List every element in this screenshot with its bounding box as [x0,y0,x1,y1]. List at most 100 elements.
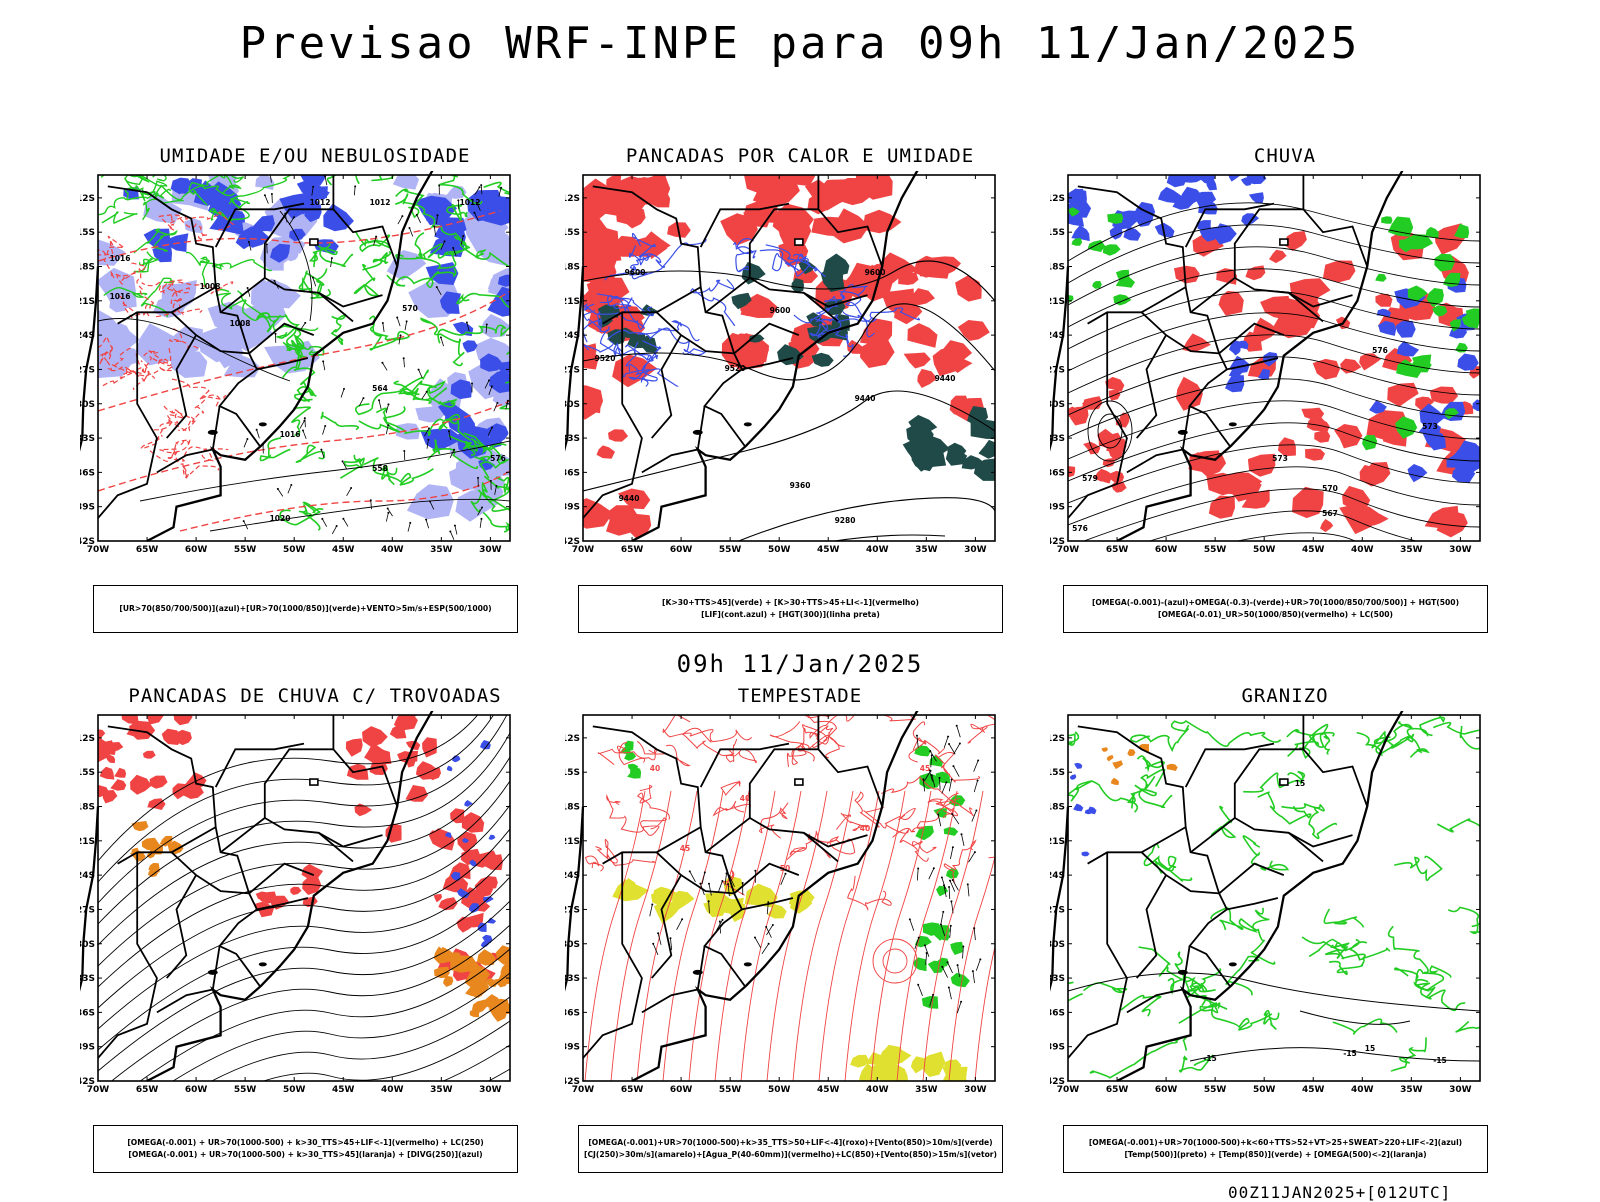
wind-vector-head [449,530,451,532]
thunderstorm-area [405,785,428,802]
lat-label: 33S [565,434,580,444]
wind-vector-head [500,187,502,189]
humidity-low-contour [507,342,550,357]
lat-label: 24S [80,871,95,881]
omega-500-area [1112,760,1123,769]
contour-label: 1012 [310,198,331,207]
legend-line: [OMEGA(-0.001)+UR>70(1000-500)+k>35_TTS>… [588,1137,992,1149]
panel-legend: [OMEGA(-0.001)+UR>70(1000-500)+k<60+TTS>… [1063,1125,1488,1173]
wind-vector-head [436,214,438,216]
wind-vector-head [948,886,950,888]
wind-vector-head [462,235,464,237]
contour-label: 558 [372,464,388,473]
rain-area [1313,359,1340,380]
contour-label: 9360 [790,481,811,490]
wind-vector-head [401,215,403,217]
lon-label: 35W [1400,1085,1423,1095]
wind-vector-head [932,994,934,996]
wind-vector-head [426,391,428,393]
wind-vector-head [948,986,950,988]
wind-vector [951,901,953,913]
lon-label: 70W [1057,1085,1080,1095]
wind-vector-head [952,765,954,767]
lon-label: 30W [1449,545,1472,555]
lat-label: 18S [80,803,95,813]
lon-label: 30W [479,545,502,555]
rain-area [1292,487,1324,518]
wind-vector-head [708,883,710,885]
wind-vector-head [486,324,488,326]
rain-area [1320,519,1333,532]
lon-label: 55W [719,545,742,555]
lon-label: 40W [381,545,404,555]
state-border [1137,335,1166,438]
lat-label: 18S [1050,803,1065,813]
lon-label: 35W [915,545,938,555]
lon-label: 45W [817,1085,840,1095]
wind-vector [942,782,947,793]
wind-vector-head [967,883,969,885]
wind-vector-head [409,522,411,524]
precipitable-water-contour [760,803,788,838]
lifted-index-contour [691,279,735,325]
wind-vector-head [381,362,383,364]
lat-label: 15S [565,228,580,238]
wind-vector-head [378,399,380,401]
lat-label: 39S [565,503,580,513]
wind-vector [434,226,435,235]
shower-area [434,967,450,978]
humidity-low-contour [355,265,378,296]
contour-label: 570 [1322,484,1338,493]
humidity-low-contour [102,212,137,223]
lat-label: 36S [1050,468,1065,478]
panel-title: UMIDADE E/OU NEBULOSIDADE [80,145,550,167]
lat-label: 30S [1050,940,1065,950]
temperature-850-contour [1141,769,1164,788]
rain-area [1359,462,1390,487]
forecast-fields [88,711,517,1126]
wind-vector-head [324,425,326,427]
streamline-850 [871,791,931,1081]
lat-label: 12S [565,734,580,744]
omega-500-area [1167,764,1178,771]
wind-vector-head [466,321,468,323]
temperature-850-contour [1437,819,1510,839]
wind-vector-head [271,193,273,195]
wind-vector [949,887,950,899]
wind-vector [954,743,960,753]
lat-label: 21S [80,297,95,307]
contour-label: 1012 [370,198,391,207]
lon-label: 30W [964,1085,987,1095]
lon-label: 35W [1400,545,1423,555]
wind-vector-head [742,882,744,884]
wind-vector [976,959,980,970]
wind-vector [405,321,407,330]
contour-label: 576 [1372,346,1388,355]
lon-label: 65W [1106,545,1129,555]
wind-vector-head [452,247,454,249]
panel-chuva: CHUVA 57657357357056757957612S15S18S21S2… [1050,145,1520,650]
humidity-low-contour [200,260,271,271]
wind-vector [382,363,387,371]
wind-vector-head [657,932,659,934]
temperature-500 [1068,973,1480,1011]
panel-title: CHUVA [1050,145,1520,167]
precipitable-water-contour [638,785,670,819]
panel-trovoadas: PANCADAS DE CHUVA C/ TROVOADAS 12S15S18S… [80,685,550,1190]
wind-vector [441,338,444,347]
contour-label: 1016 [110,292,131,301]
omega-weak-area [1241,213,1259,226]
lat-label: 15S [80,228,95,238]
wind-vector-head [652,943,654,945]
temperature-850-contour [1416,980,1465,1011]
humidity-low-contour [483,513,521,532]
lon-label: 55W [719,1085,742,1095]
wind-vector-head [916,735,918,737]
wind-vector [974,928,975,940]
lon-label: 50W [1253,545,1276,555]
heat-shower-area [612,355,657,388]
wind-vector-head [480,184,482,186]
state-border [1068,852,1127,1058]
